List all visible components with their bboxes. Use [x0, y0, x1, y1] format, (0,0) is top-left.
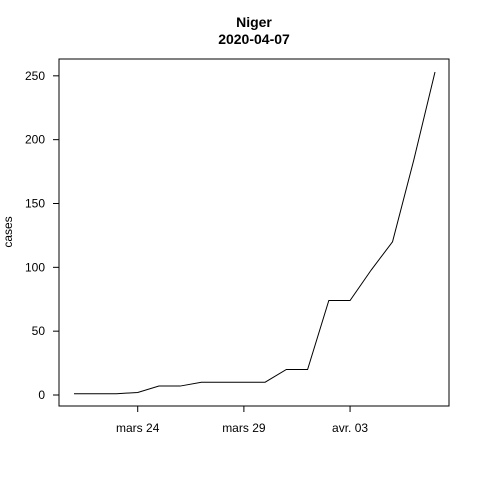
y-tick-label: 250 [25, 69, 45, 83]
y-tick-label: 200 [25, 133, 45, 147]
y-tick-label: 150 [25, 196, 45, 210]
chart-title: Niger [236, 14, 272, 30]
chart-subtitle: 2020-04-07 [218, 31, 290, 47]
y-tick-label: 50 [32, 324, 46, 338]
y-tick-label: 0 [38, 388, 45, 402]
x-tick-label: mars 29 [222, 421, 266, 435]
x-tick-label: avr. 03 [332, 421, 368, 435]
x-axis: mars 24 mars 29 avr. 03 [116, 406, 368, 435]
plot-frame [59, 59, 449, 406]
series-line [74, 72, 435, 394]
x-tick-label: mars 24 [116, 421, 160, 435]
y-tick-label: 100 [25, 260, 45, 274]
series-layer [74, 72, 435, 394]
y-axis: 0 50 100 150 200 250 [25, 69, 59, 402]
y-axis-label: cases [1, 216, 15, 247]
